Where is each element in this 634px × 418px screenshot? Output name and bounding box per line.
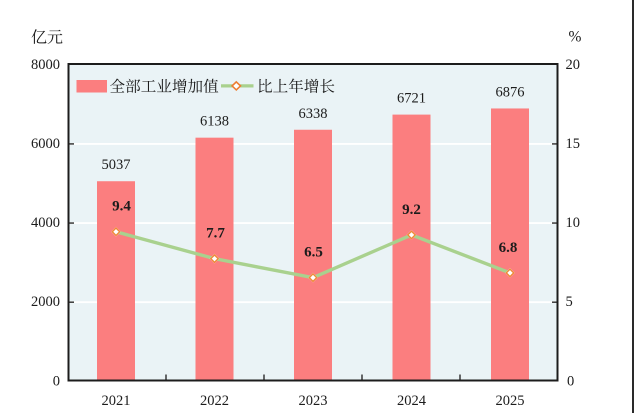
svg-text:15: 15 xyxy=(566,136,581,152)
svg-text:6338: 6338 xyxy=(299,106,328,122)
svg-text:9.2: 9.2 xyxy=(402,202,421,218)
svg-text:2000: 2000 xyxy=(31,294,60,310)
svg-text:2022: 2022 xyxy=(200,393,229,409)
svg-text:2025: 2025 xyxy=(496,393,525,409)
svg-text:5037: 5037 xyxy=(102,157,131,173)
svg-text:2021: 2021 xyxy=(102,393,131,409)
svg-text:10: 10 xyxy=(566,215,581,231)
svg-text:0: 0 xyxy=(53,373,60,389)
svg-text:20: 20 xyxy=(566,57,581,73)
svg-text:0: 0 xyxy=(567,373,574,389)
svg-text:6000: 6000 xyxy=(31,136,60,152)
svg-text:9.4: 9.4 xyxy=(112,199,131,215)
svg-text:7.7: 7.7 xyxy=(206,226,225,242)
svg-text:6.5: 6.5 xyxy=(304,245,323,261)
svg-text:6.8: 6.8 xyxy=(499,240,518,256)
svg-text:%: % xyxy=(569,29,582,46)
svg-text:6721: 6721 xyxy=(397,91,426,107)
svg-text:6876: 6876 xyxy=(496,84,525,100)
svg-text:6138: 6138 xyxy=(200,114,229,130)
svg-text:2024: 2024 xyxy=(397,393,427,409)
svg-text:5: 5 xyxy=(566,294,573,310)
svg-text:8000: 8000 xyxy=(31,57,60,73)
svg-text:4000: 4000 xyxy=(31,215,60,231)
svg-text:2023: 2023 xyxy=(299,393,328,409)
